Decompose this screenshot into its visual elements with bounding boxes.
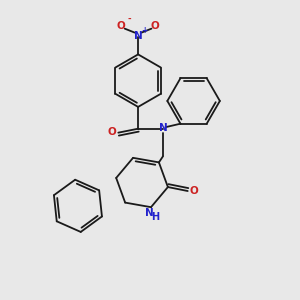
Text: +: +	[141, 26, 148, 34]
Text: N: N	[145, 208, 153, 218]
Text: O: O	[151, 21, 159, 31]
Text: O: O	[117, 21, 126, 31]
Text: N: N	[134, 31, 142, 41]
Text: O: O	[190, 185, 199, 196]
Text: -: -	[128, 15, 131, 24]
Text: N: N	[159, 123, 168, 133]
Text: O: O	[108, 127, 117, 137]
Text: H: H	[151, 212, 159, 222]
